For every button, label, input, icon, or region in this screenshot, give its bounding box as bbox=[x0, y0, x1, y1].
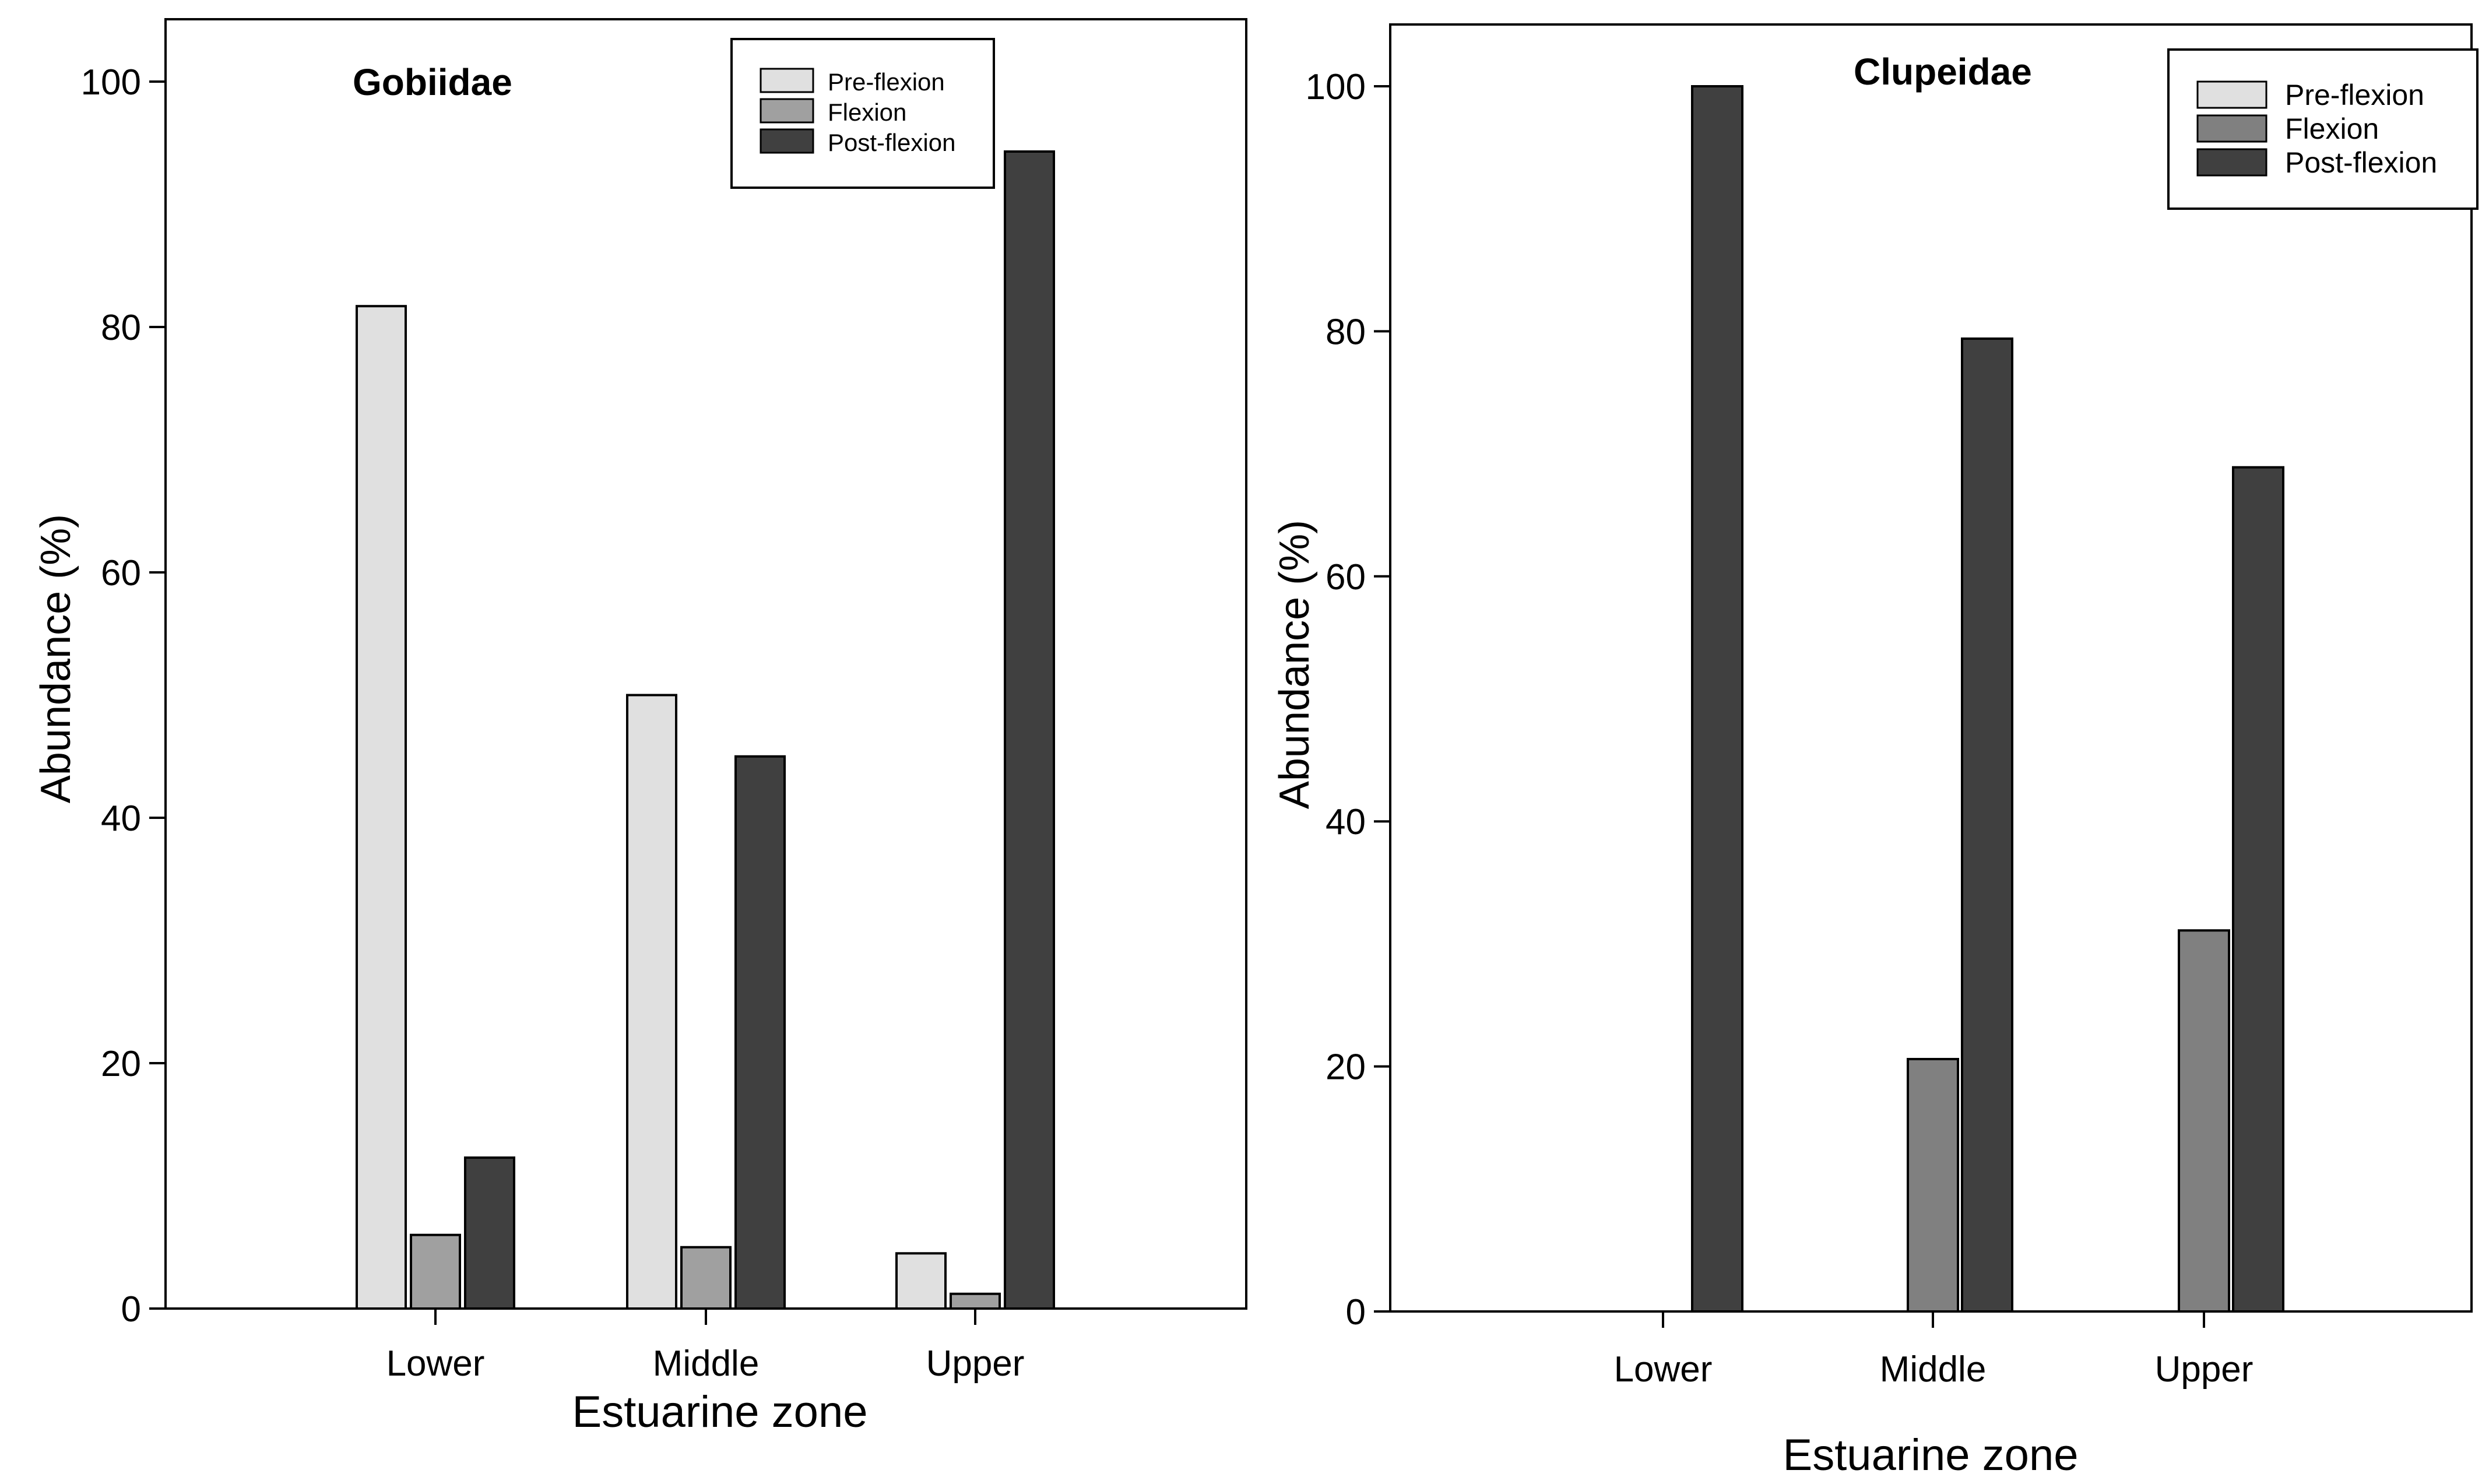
legend-label-post-flexion: Post-flexion bbox=[2285, 146, 2437, 179]
legend-label-flexion: Flexion bbox=[2285, 112, 2379, 145]
x-axis-label: Estuarine zone bbox=[1783, 1430, 2079, 1480]
legend-label-pre-flexion: Pre-flexion bbox=[828, 68, 945, 96]
x-tick-label: Middle bbox=[653, 1344, 760, 1384]
bar-post-flexion-upper bbox=[1004, 150, 1055, 1310]
bar-flexion-middle bbox=[680, 1246, 732, 1310]
bars bbox=[356, 150, 1055, 1310]
bar-post-flexion-upper bbox=[2232, 466, 2284, 1313]
y-tick-label: 0 bbox=[1346, 1292, 1366, 1332]
clupeidae-panel: Clupeidae Abundance (%) Estuarine zone 0… bbox=[1271, 23, 2479, 1480]
legend-swatch-pre-flexion bbox=[2196, 80, 2267, 109]
y-tick-label: 60 bbox=[101, 553, 141, 593]
x-axis: Lower Middle Upper bbox=[386, 1309, 1025, 1384]
bar-post-flexion-middle bbox=[734, 755, 786, 1310]
y-tick-label: 40 bbox=[1326, 802, 1366, 842]
gobiidae-panel: Gobiidae Abundance (%) Estuarine zone 0 2… bbox=[33, 18, 1247, 1437]
bar-post-flexion-lower bbox=[1691, 85, 1743, 1313]
bar-flexion-upper bbox=[950, 1292, 1001, 1310]
x-axis-label: Estuarine zone bbox=[572, 1387, 868, 1437]
legend: Pre-flexion Flexion Post-flexion bbox=[730, 38, 995, 189]
x-tick-label: Lower bbox=[1614, 1349, 1713, 1390]
legend-label-flexion: Flexion bbox=[828, 99, 906, 126]
legend-label-post-flexion: Post-flexion bbox=[828, 129, 955, 156]
x-tick-label: Lower bbox=[386, 1344, 485, 1384]
y-tick-label: 20 bbox=[101, 1044, 141, 1084]
legend-swatch-flexion bbox=[760, 98, 814, 124]
legend-swatch-post-flexion bbox=[760, 128, 814, 154]
bar-pre-flexion-middle bbox=[626, 694, 677, 1310]
legend-label-pre-flexion: Pre-flexion bbox=[2285, 79, 2424, 111]
y-tick-label: 80 bbox=[1326, 312, 1366, 352]
y-tick-label: 40 bbox=[101, 799, 141, 839]
bar-flexion-middle bbox=[1907, 1057, 1959, 1313]
y-tick-label: 100 bbox=[1306, 67, 1366, 107]
y-tick-label: 20 bbox=[1326, 1047, 1366, 1088]
y-tick-label: 0 bbox=[121, 1289, 141, 1330]
legend-swatch-pre-flexion bbox=[760, 68, 814, 93]
bar-post-flexion-middle bbox=[1961, 337, 2013, 1313]
bar-pre-flexion-upper bbox=[895, 1252, 947, 1310]
bar-flexion-lower bbox=[410, 1233, 461, 1310]
y-axis: 0 20 40 60 80 100 bbox=[81, 62, 166, 1330]
y-tick-label: 60 bbox=[1326, 557, 1366, 597]
chart-title: Clupeidae bbox=[1854, 51, 2032, 93]
bar-post-flexion-lower bbox=[464, 1156, 515, 1310]
bars bbox=[1691, 85, 2284, 1313]
bar-flexion-upper bbox=[2178, 929, 2230, 1313]
x-tick-label: Upper bbox=[2155, 1349, 2254, 1390]
legend-swatch-post-flexion bbox=[2196, 148, 2267, 177]
y-axis: 0 20 40 60 80 100 bbox=[1306, 67, 1390, 1332]
y-axis-label: Abundance (%) bbox=[1271, 520, 1318, 809]
plot-frame bbox=[164, 18, 1247, 1310]
chart-title: Gobiidae bbox=[353, 61, 512, 103]
y-tick-label: 80 bbox=[101, 308, 141, 348]
x-tick-label: Upper bbox=[926, 1344, 1025, 1384]
legend: Pre-flexion Flexion Post-flexion bbox=[2167, 48, 2479, 210]
bar-pre-flexion-lower bbox=[356, 305, 407, 1310]
x-tick-label: Middle bbox=[1880, 1349, 1987, 1390]
legend-swatch-flexion bbox=[2196, 114, 2267, 143]
y-tick-label: 100 bbox=[81, 62, 141, 103]
y-axis-label: Abundance (%) bbox=[33, 514, 79, 803]
x-axis: Lower Middle Upper bbox=[1614, 1311, 2254, 1390]
